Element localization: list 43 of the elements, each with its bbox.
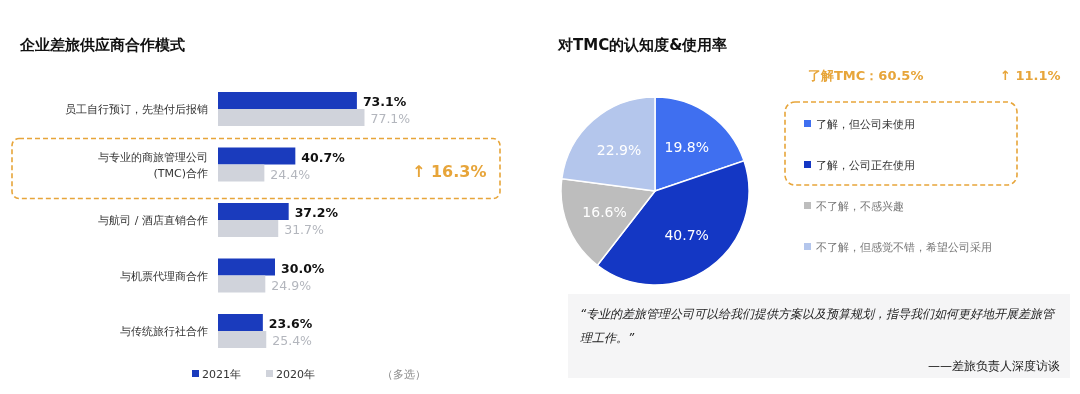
legend-label: 了解，公司正在使用 <box>816 159 915 172</box>
data-label: 23.6% <box>268 316 313 331</box>
bar <box>218 220 279 237</box>
bar <box>218 147 296 165</box>
text: “专业的差旅管理公司可以给我们提供方案以及预算规划，指导我们如何更好地开展差旅管理工作。” <box>580 307 1057 345</box>
text: （多选） <box>382 368 426 381</box>
data-label: 25.4% <box>272 333 313 348</box>
data-label: 16.6% <box>582 203 627 220</box>
legend-label: 2020年 <box>276 368 315 381</box>
data-label: 37.2% <box>294 205 339 220</box>
bar <box>218 109 365 126</box>
y-tick-label: 与传统旅行社合作 <box>120 325 208 338</box>
legend-label: 2021年 <box>202 368 241 381</box>
chart-title: 企业差旅供应商合作模式 <box>19 36 185 54</box>
bar <box>218 164 265 182</box>
data-label: 40.7% <box>664 227 709 244</box>
data-label: 31.7% <box>284 222 325 237</box>
data-label: 22.9% <box>596 141 642 158</box>
text: ——差旅负责人深度访谈 <box>928 359 1060 373</box>
bar <box>218 92 357 109</box>
data-label: 24.4% <box>270 166 311 182</box>
data-label: 24.9% <box>271 277 312 293</box>
bar <box>218 258 275 276</box>
data-label: 73.1% <box>362 94 407 109</box>
chart-title: 对TMC的认知度&使用率 <box>557 36 728 54</box>
data-label: 40.7% <box>301 149 346 165</box>
text: ↑ 11.1% <box>1000 68 1061 83</box>
legend-label: 不了解，但感觉不错，希望公司采用 <box>816 241 992 254</box>
data-label: 19.8% <box>664 138 710 155</box>
data-label: 30.0% <box>281 260 325 276</box>
y-tick-label: 员工自行预订，先垫付后报销 <box>65 103 208 116</box>
bar <box>218 314 263 331</box>
legend-label: 不了解，不感兴趣 <box>816 200 904 213</box>
legend-label: 了解，但公司未使用 <box>816 118 915 131</box>
bar <box>218 275 266 293</box>
bar <box>218 203 289 220</box>
y-tick-label: 与专业的商旅管理公司(TMC)合作 <box>98 150 208 180</box>
text: 了解TMC：60.5% <box>808 68 924 83</box>
text: ↑ 16.3% <box>412 161 487 181</box>
data-label: 77.1% <box>370 111 411 126</box>
y-tick-label: 与机票代理商合作 <box>120 269 208 283</box>
bar <box>218 331 267 348</box>
y-tick-label: 与航司 / 酒店直销合作 <box>98 214 208 227</box>
